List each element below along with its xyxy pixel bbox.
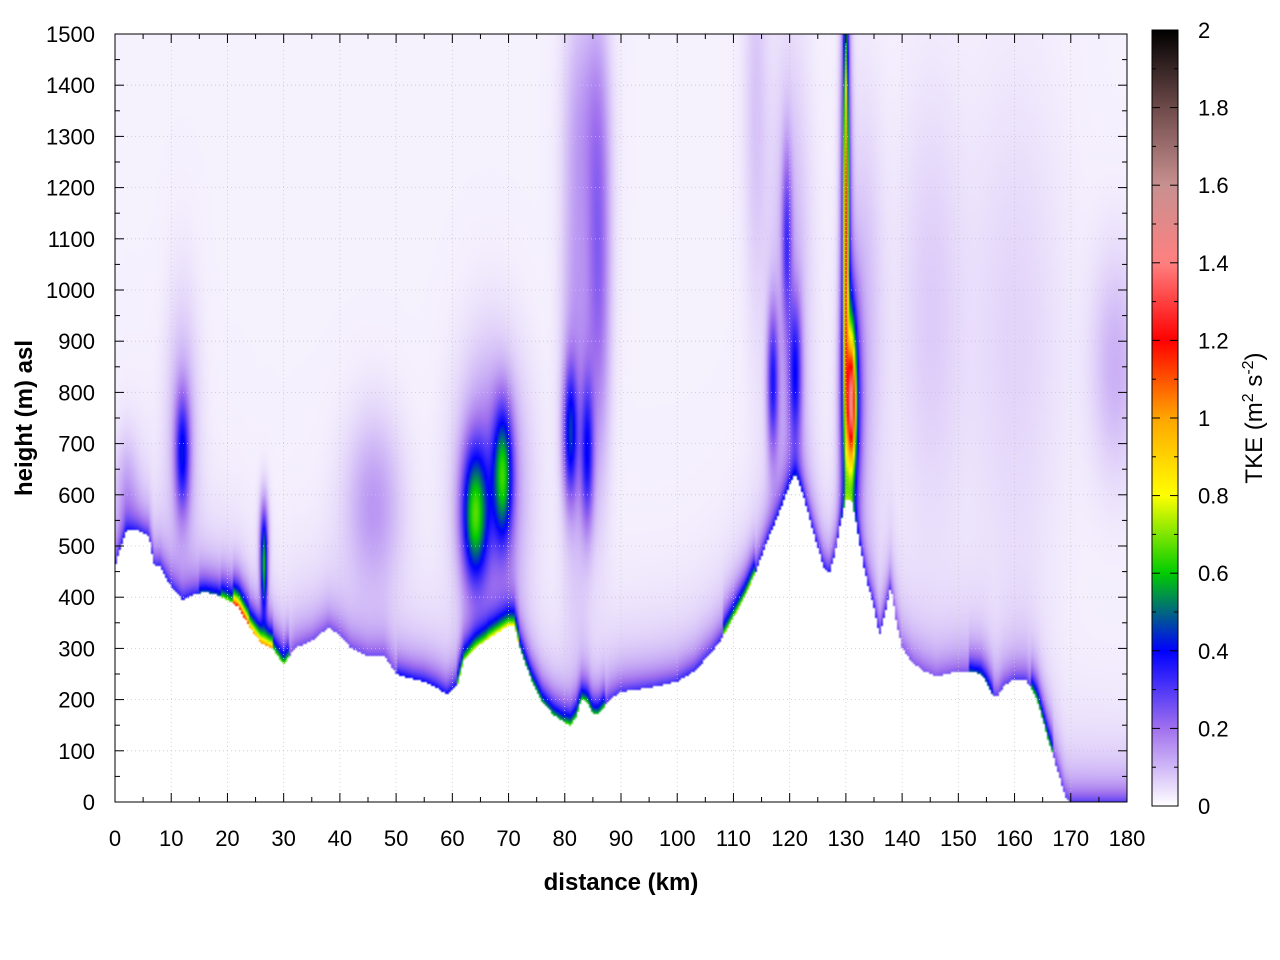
colorbar-tick-label: 2 <box>1198 18 1210 43</box>
x-tick-label: 110 <box>716 826 751 851</box>
y-tick-label: 500 <box>58 534 95 559</box>
x-tick-label: 20 <box>215 826 239 851</box>
colorbar-ticks <box>1152 29 1178 807</box>
grid-lines <box>115 34 1127 802</box>
colorbar-tick-label: 1.6 <box>1198 173 1229 198</box>
y-tick-labels: 0 100 200 300 400 500 600 700 800 900 1000 1100 1200… <box>46 22 95 815</box>
colorbar-tick-label: 1.2 <box>1198 328 1229 353</box>
y-tick-label: 1500 <box>46 22 95 47</box>
axis-ticks <box>114 33 1128 803</box>
colorbar-tick-label: 1.4 <box>1198 251 1229 276</box>
x-tick-label: 50 <box>384 826 408 851</box>
x-tick-label: 40 <box>328 826 352 851</box>
colorbar-title-end: ) <box>1241 352 1268 360</box>
y-tick-label: 900 <box>58 329 95 354</box>
y-tick-label: 700 <box>58 432 95 457</box>
colorbar-title-sup1: 2 <box>1240 393 1257 402</box>
x-tick-label: 150 <box>940 826 977 851</box>
x-tick-label: 160 <box>996 826 1033 851</box>
colorbar-tick-label: 1.8 <box>1198 96 1229 121</box>
y-tick-label: 1300 <box>46 124 95 149</box>
colorbar-title-main: TKE (m <box>1241 402 1268 483</box>
x-tick-label: 60 <box>440 826 464 851</box>
x-tick-label: 130 <box>828 826 865 851</box>
colorbar-title: TKE (m2 s-2) <box>1240 352 1268 483</box>
colorbar-tick-label: 0.6 <box>1198 561 1229 586</box>
colorbar-title-sup2: -2 <box>1240 360 1257 374</box>
x-tick-label: 90 <box>609 826 633 851</box>
x-tick-label: 170 <box>1052 826 1089 851</box>
y-tick-label: 100 <box>58 739 95 764</box>
colorbar-tick-label: 0.4 <box>1198 639 1229 664</box>
x-tick-label: 0 <box>109 826 121 851</box>
y-tick-label: 1400 <box>46 73 95 98</box>
colorbar-tick-label: 0.2 <box>1198 716 1229 741</box>
colorbar-tick-label: 0.8 <box>1198 484 1229 509</box>
y-tick-label: 800 <box>58 380 95 405</box>
x-tick-label: 30 <box>271 826 295 851</box>
x-tick-label: 80 <box>553 826 577 851</box>
y-tick-label: 1200 <box>46 176 95 201</box>
colorbar-title-mid: s <box>1241 375 1268 394</box>
x-tick-labels: 0 10 20 30 40 50 60 70 80 90 100 110 120 130 140 150 160… <box>109 826 1145 851</box>
x-tick-label: 100 <box>659 826 696 851</box>
x-axis-title: distance (km) <box>544 869 699 896</box>
colorbar-tick-label: 1 <box>1198 406 1210 431</box>
x-tick-label: 140 <box>884 826 921 851</box>
y-tick-label: 400 <box>58 585 95 610</box>
y-tick-label: 600 <box>58 483 95 508</box>
x-tick-label: 120 <box>771 826 808 851</box>
colorbar-tick-label: 0 <box>1198 794 1210 819</box>
colorbar-tick-labels: 0 0.2 0.4 0.6 0.8 1 1.2 1.4 1.6 1.8 2 <box>1198 18 1229 819</box>
y-tick-label: 1000 <box>46 278 95 303</box>
y-axis-title: height (m) asl <box>11 340 38 496</box>
y-tick-label: 1100 <box>48 227 95 252</box>
colorbar: 00.20.40.60.811.21.41.61.82 TKE (m2 s-2) <box>1151 18 1268 819</box>
x-tick-label: 10 <box>159 826 183 851</box>
y-tick-label: 200 <box>58 688 95 713</box>
y-tick-label: 300 <box>58 636 95 661</box>
x-tick-label: 70 <box>496 826 520 851</box>
x-tick-label: 180 <box>1109 826 1146 851</box>
y-tick-label: 0 <box>83 790 95 815</box>
